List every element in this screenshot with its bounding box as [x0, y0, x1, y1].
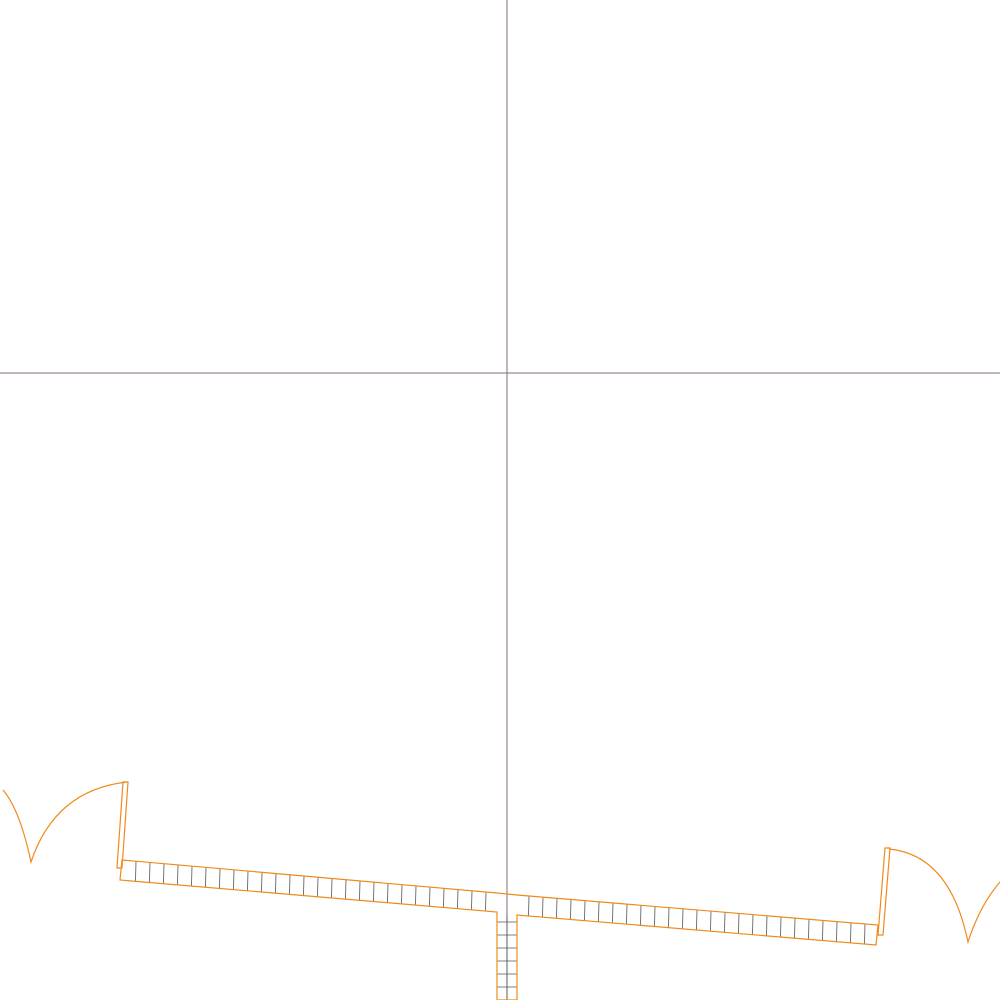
hatch-line — [542, 897, 544, 918]
hatch-line — [864, 923, 866, 945]
hatch-line — [584, 900, 586, 921]
hatch-line — [387, 883, 389, 903]
right-wall-hatching — [528, 895, 866, 945]
hatch-line — [654, 906, 656, 927]
hatch-line — [233, 869, 235, 890]
hatch-line — [205, 867, 207, 888]
hatch-line — [219, 868, 221, 889]
right-door-swing-arc — [888, 848, 1000, 945]
stem-wall-hatching — [497, 915, 517, 1000]
hatch-line — [626, 904, 628, 925]
left-door[interactable] — [2, 781, 129, 869]
hatch-line — [836, 921, 838, 942]
hatch-line — [275, 873, 277, 894]
hatch-line — [780, 916, 782, 938]
left-wall-hatching — [135, 861, 487, 912]
hatch-line — [640, 905, 642, 926]
hatch-line — [303, 875, 305, 896]
hatch-line — [177, 864, 179, 885]
hatch-line — [696, 909, 698, 931]
right-door[interactable] — [877, 847, 1000, 945]
hatch-line — [485, 891, 487, 912]
hatch-line — [471, 890, 473, 910]
hatch-line — [247, 871, 249, 891]
hatch-line — [598, 901, 600, 922]
wall-outline[interactable] — [119, 859, 879, 1000]
hatch-line — [850, 922, 852, 943]
hatch-line — [359, 880, 361, 901]
hatch-line — [163, 863, 165, 884]
hatch-line — [794, 918, 796, 939]
hatch-line — [443, 888, 445, 908]
hatch-line — [724, 912, 726, 933]
hatch-line — [752, 914, 754, 935]
hatch-line — [373, 882, 375, 902]
hatch-line — [135, 861, 137, 882]
hatch-line — [289, 874, 291, 895]
right-door-leaf[interactable] — [877, 847, 891, 936]
hatch-line — [556, 898, 558, 919]
hatch-line — [345, 879, 347, 900]
hatch-line — [570, 899, 572, 920]
hatch-line — [331, 878, 333, 899]
hatch-line — [401, 884, 403, 904]
left-door-swing-arc — [2, 781, 128, 865]
hatch-line — [191, 866, 193, 887]
hatch-line — [415, 885, 417, 906]
hatch-line — [317, 877, 319, 897]
hatch-line — [612, 902, 614, 924]
hatch-line — [682, 908, 684, 929]
hatch-line — [261, 872, 263, 893]
hatch-line — [457, 889, 459, 909]
hatch-line — [528, 895, 530, 917]
hatch-line — [822, 920, 824, 941]
hatch-line — [710, 911, 712, 932]
hatch-line — [766, 915, 768, 936]
hatch-line — [429, 887, 431, 907]
hatch-line — [668, 907, 670, 928]
hatch-line — [738, 913, 740, 934]
hatch-line — [808, 919, 810, 940]
hatch-line — [149, 862, 151, 883]
